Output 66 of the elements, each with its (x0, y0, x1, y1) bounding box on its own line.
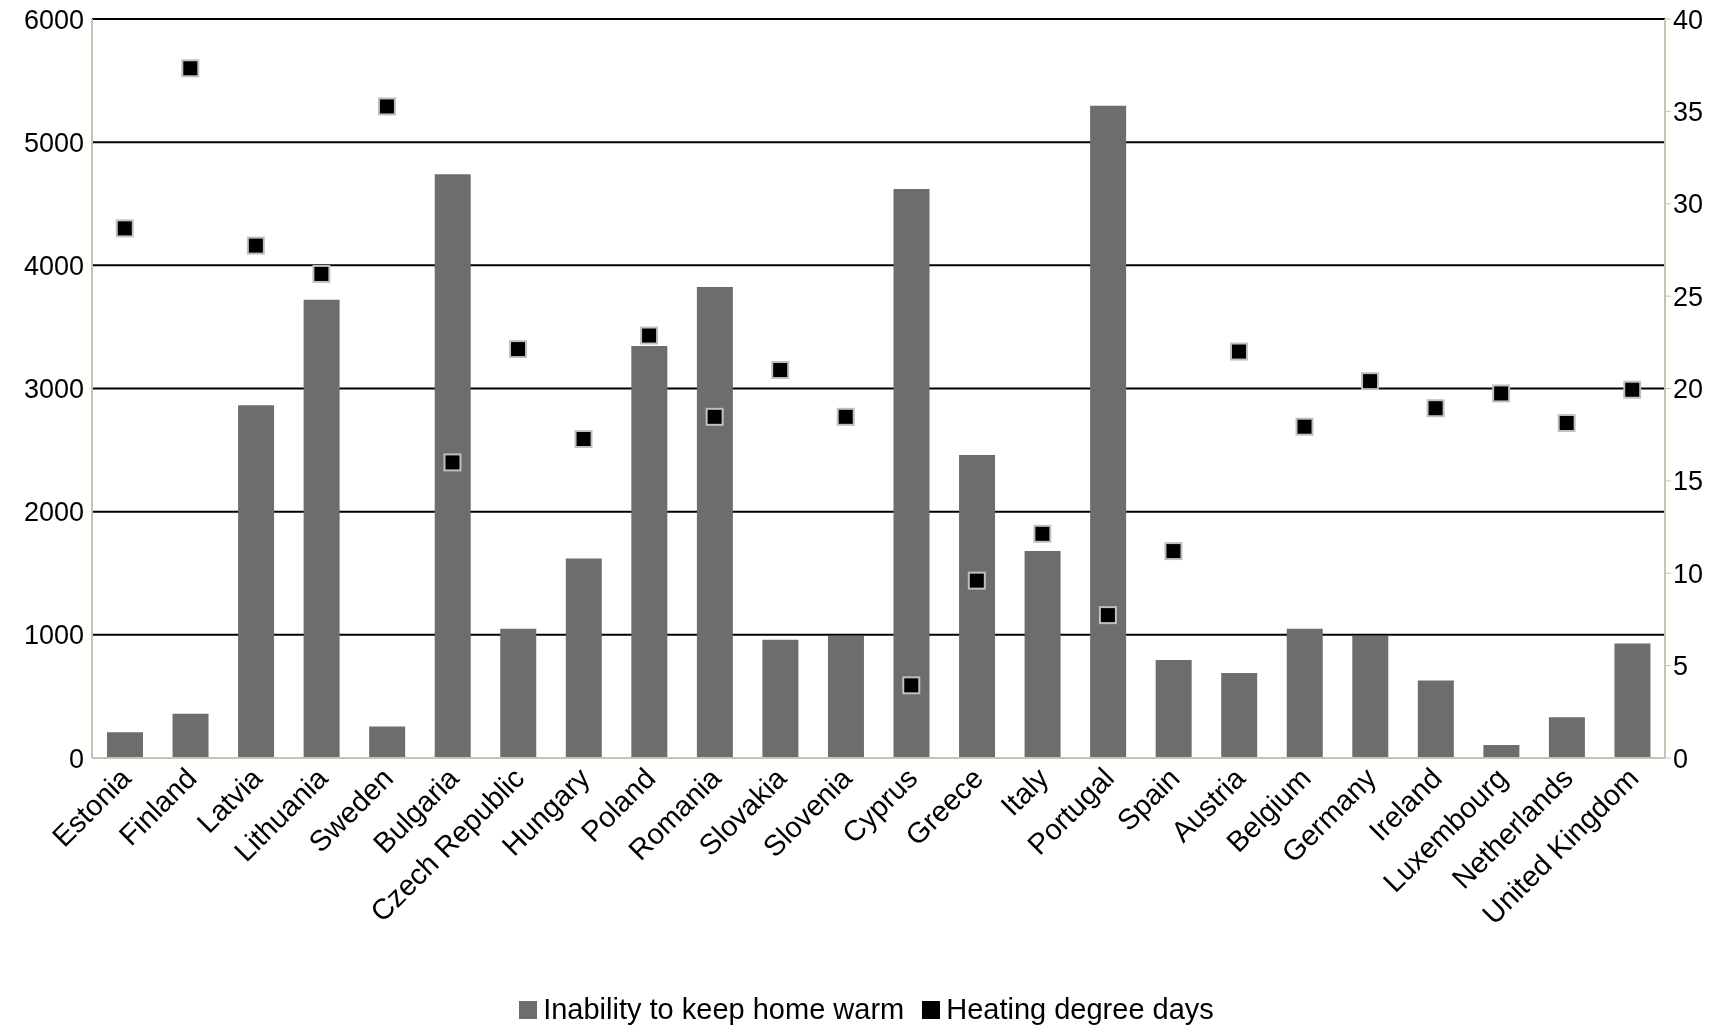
point (574, 430, 593, 448)
bar (631, 346, 668, 758)
point (967, 571, 986, 590)
y-tick-label: 4000 (23, 250, 84, 281)
bar (1614, 643, 1651, 758)
y-tick-label: 1000 (23, 620, 84, 651)
y-tick-label: 6000 (23, 4, 84, 35)
bar (893, 188, 930, 758)
bar (1221, 673, 1258, 758)
point (1164, 542, 1183, 561)
bar (1090, 105, 1127, 758)
point (771, 361, 790, 380)
bar (1417, 680, 1454, 758)
point (509, 340, 528, 359)
y2-tick-label: 20 (1673, 374, 1704, 405)
point (705, 407, 724, 426)
y-tick-label: 2000 (23, 497, 84, 528)
y2-tick-label: 35 (1673, 96, 1704, 127)
point (1033, 524, 1052, 543)
legend-label: Inability to keep home warm (542, 993, 905, 1026)
y-tick-label: 0 (68, 743, 84, 774)
y2-tick-label: 30 (1673, 189, 1704, 220)
bar (369, 726, 406, 758)
bar (1286, 628, 1323, 758)
bar (762, 639, 799, 758)
bar (500, 628, 537, 758)
point (1295, 417, 1314, 436)
point (1361, 372, 1380, 391)
y2-tick-label: 25 (1673, 281, 1704, 312)
point (836, 407, 855, 426)
bar (1352, 636, 1389, 758)
point (443, 453, 462, 472)
point (640, 326, 659, 345)
bar (303, 299, 340, 758)
point (1492, 384, 1511, 403)
bar (1155, 660, 1192, 758)
bar (238, 405, 275, 758)
bar (1548, 717, 1585, 758)
y2-tick-label: 5 (1673, 651, 1689, 682)
point (1229, 342, 1248, 361)
y-tick-label: 3000 (23, 374, 84, 405)
bar (172, 713, 209, 758)
point (115, 219, 134, 238)
bar (1483, 745, 1520, 758)
bar (107, 732, 143, 758)
point (1557, 413, 1576, 432)
point (377, 97, 396, 116)
bar (565, 558, 602, 758)
point (181, 59, 200, 78)
bar (434, 174, 471, 758)
legend-label: Heating degree days (945, 993, 1214, 1026)
bar (696, 286, 733, 758)
point (312, 264, 331, 283)
bar (959, 455, 996, 758)
point (1098, 606, 1117, 625)
point (1623, 380, 1642, 399)
point (902, 676, 921, 695)
y-tick-label: 5000 (23, 127, 84, 158)
y2-tick-label: 40 (1673, 4, 1704, 35)
point (246, 236, 265, 255)
y2-tick-label: 0 (1673, 743, 1689, 774)
y2-tick-label: 15 (1673, 466, 1704, 497)
bar (1024, 551, 1061, 758)
point (1426, 399, 1445, 418)
y2-tick-label: 10 (1673, 558, 1704, 589)
bar (827, 636, 864, 758)
